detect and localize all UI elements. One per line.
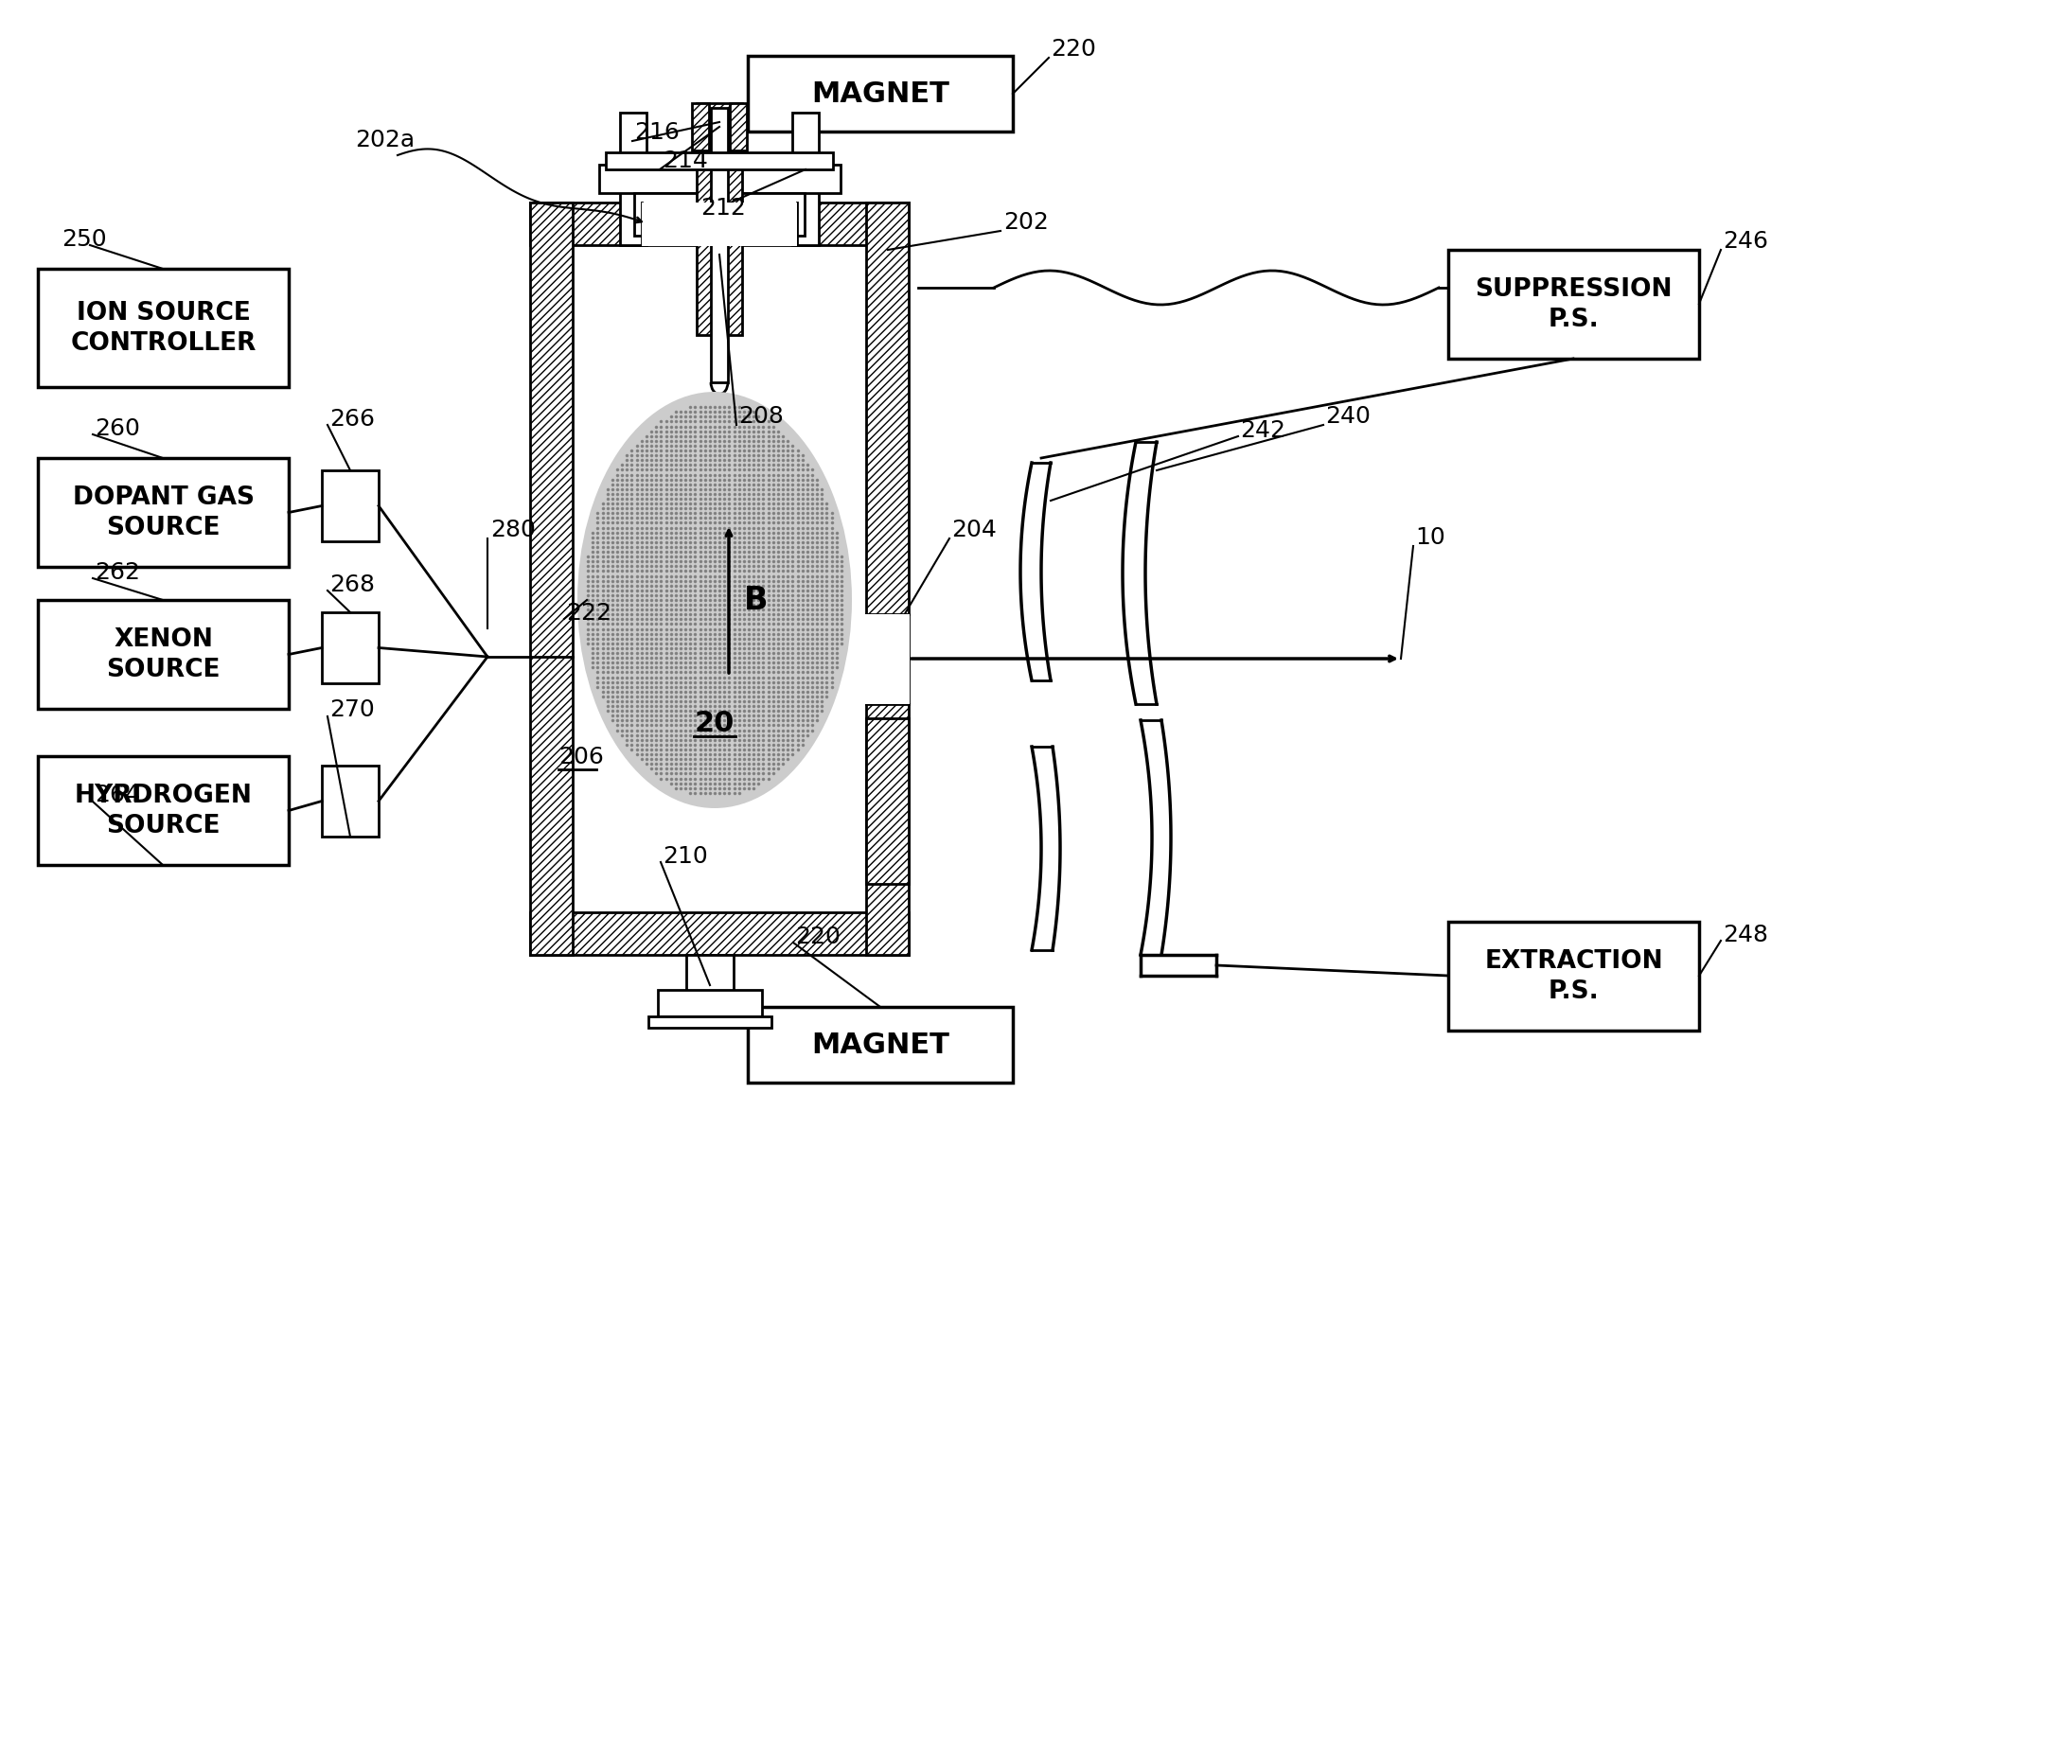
Bar	[37, 600, 288, 709]
Bar	[599, 166, 841, 194]
Text: MAGNET: MAGNET	[812, 81, 949, 108]
Bar	[866, 616, 910, 704]
Text: 206: 206	[559, 746, 603, 767]
Bar	[1448, 923, 1699, 1030]
Bar	[692, 104, 709, 152]
Bar	[748, 1007, 1013, 1083]
Text: HYRDROGEN
SOURCE: HYRDROGEN SOURCE	[75, 783, 253, 838]
Bar	[37, 459, 288, 568]
Text: XENON
SOURCE: XENON SOURCE	[106, 628, 220, 683]
Text: 208: 208	[738, 404, 783, 427]
Bar	[605, 153, 833, 171]
Text: 262: 262	[95, 561, 141, 584]
Text: ION SOURCE
CONTROLLER: ION SOURCE CONTROLLER	[70, 302, 257, 356]
Bar	[696, 104, 742, 335]
Text: 214: 214	[663, 150, 709, 173]
Text: 280: 280	[491, 519, 537, 542]
Polygon shape	[1032, 748, 1061, 951]
Bar	[321, 766, 379, 838]
Text: 10: 10	[1415, 526, 1444, 549]
Polygon shape	[1019, 464, 1051, 681]
Text: 248: 248	[1722, 923, 1767, 946]
Bar	[37, 757, 288, 866]
Bar	[321, 471, 379, 542]
Bar	[649, 1016, 771, 1028]
Text: 246: 246	[1722, 229, 1767, 252]
Bar	[530, 912, 910, 956]
Bar	[530, 203, 910, 245]
Bar	[642, 203, 798, 247]
Bar	[686, 956, 733, 1016]
Polygon shape	[1140, 721, 1171, 956]
Text: 204: 204	[951, 519, 997, 542]
Bar	[620, 113, 646, 245]
Text: 270: 270	[329, 699, 375, 721]
Text: SUPPRESSION
P.S.: SUPPRESSION P.S.	[1475, 277, 1672, 332]
Text: 240: 240	[1326, 404, 1370, 427]
Text: 212: 212	[700, 198, 746, 219]
Text: MAGNET: MAGNET	[812, 1032, 949, 1058]
Text: 202: 202	[1003, 212, 1048, 233]
Bar	[711, 109, 727, 383]
Bar	[729, 104, 746, 152]
Text: 264: 264	[95, 783, 141, 806]
Text: 242: 242	[1239, 420, 1285, 441]
Bar	[792, 113, 818, 245]
Bar	[748, 56, 1013, 132]
Bar	[572, 245, 866, 912]
Ellipse shape	[578, 393, 852, 808]
Bar	[37, 270, 288, 388]
Bar	[657, 990, 762, 1016]
Text: 220: 220	[1051, 37, 1096, 60]
Text: 266: 266	[329, 407, 375, 430]
Bar	[1448, 250, 1699, 360]
Bar	[866, 720, 910, 884]
Text: 222: 222	[566, 602, 611, 624]
Text: 216: 216	[634, 122, 680, 145]
Text: DOPANT GAS
SOURCE: DOPANT GAS SOURCE	[73, 485, 255, 540]
Bar	[634, 194, 804, 236]
Text: 268: 268	[329, 573, 375, 596]
Polygon shape	[1123, 443, 1156, 704]
Text: 250: 250	[62, 228, 106, 250]
Text: 220: 220	[796, 924, 841, 947]
Text: 202a: 202a	[354, 129, 414, 152]
Text: 210: 210	[663, 845, 709, 868]
Bar	[866, 203, 910, 956]
Bar	[321, 612, 379, 684]
Text: 260: 260	[95, 416, 141, 439]
Text: EXTRACTION
P.S.: EXTRACTION P.S.	[1484, 949, 1664, 1004]
Bar	[530, 203, 572, 956]
Text: $\mathbf{B}$: $\mathbf{B}$	[744, 586, 767, 616]
Text: 20: 20	[694, 709, 736, 737]
